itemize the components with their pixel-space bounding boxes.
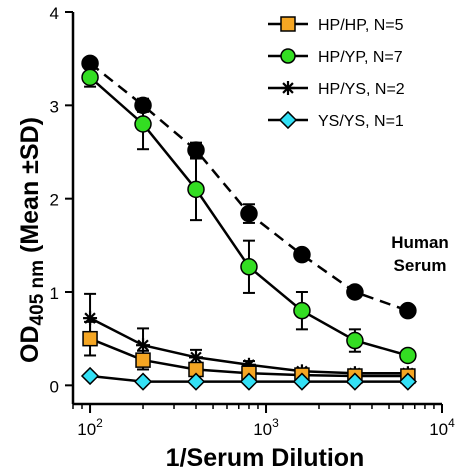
data-point bbox=[345, 372, 365, 391]
legend-label: HP/HP, N=5 bbox=[318, 17, 404, 34]
data-point bbox=[293, 245, 311, 264]
marker-shape bbox=[186, 372, 206, 391]
legend-entry: YS/YS, N=1 bbox=[268, 110, 404, 130]
marker-shape bbox=[280, 16, 296, 32]
data-point bbox=[240, 204, 258, 223]
data-point bbox=[186, 372, 206, 391]
data-point bbox=[81, 68, 99, 87]
y-tick-label: 2 bbox=[50, 191, 59, 210]
marker-shape bbox=[346, 283, 364, 301]
legend-label: HP/YS, N=2 bbox=[318, 81, 405, 98]
legend-marker bbox=[280, 48, 296, 64]
marker-shape bbox=[282, 82, 294, 94]
legend-entry: HP/YP, N=7 bbox=[268, 48, 403, 66]
marker-shape bbox=[293, 245, 311, 264]
legend-entry: HP/HP, N=5 bbox=[268, 16, 404, 34]
annotation-line: Serum bbox=[394, 256, 447, 275]
data-point bbox=[187, 180, 205, 199]
marker-shape bbox=[81, 68, 99, 87]
marker-shape bbox=[399, 301, 417, 320]
marker-shape bbox=[240, 204, 258, 223]
data-point bbox=[293, 301, 311, 320]
x-tick-label: 102 bbox=[77, 416, 103, 439]
marker-shape bbox=[399, 346, 417, 365]
annotation-line: Human bbox=[391, 233, 449, 252]
x-axis-title: 1/Serum Dilution bbox=[166, 444, 365, 472]
data-point bbox=[398, 372, 418, 391]
plot-area bbox=[80, 54, 418, 391]
marker-shape bbox=[187, 141, 205, 159]
data-point bbox=[136, 338, 151, 353]
data-point bbox=[135, 352, 151, 368]
marker-shape bbox=[187, 180, 205, 199]
data-point bbox=[134, 115, 152, 133]
x-tick-label: 104 bbox=[429, 416, 455, 439]
svg-text:OD405 nm (Mean ±SD): OD405 nm (Mean ±SD) bbox=[16, 117, 48, 363]
data-point bbox=[133, 372, 153, 391]
marker-shape bbox=[278, 110, 298, 130]
series bbox=[80, 366, 418, 391]
data-point bbox=[187, 141, 205, 159]
legend-label: HP/YP, N=7 bbox=[318, 49, 403, 66]
axes: 0 1 2 3 4 102 103 104 bbox=[50, 4, 456, 439]
marker-shape bbox=[190, 351, 202, 364]
y-tick-label: 0 bbox=[50, 377, 59, 396]
data-point bbox=[239, 372, 259, 391]
data-point bbox=[82, 330, 98, 347]
marker-shape bbox=[239, 372, 259, 391]
marker-shape bbox=[80, 366, 100, 386]
legend-marker bbox=[281, 81, 295, 95]
legend-label: YS/YS, N=1 bbox=[318, 113, 404, 130]
legend: HP/HP, N=5 HP/YP, N=7 HP/YS, N=2 YS/YS, N=1 bbox=[268, 16, 405, 130]
data-point bbox=[292, 372, 312, 391]
data-point bbox=[399, 301, 417, 320]
y-tick-label: 3 bbox=[50, 97, 59, 116]
marker-shape bbox=[346, 331, 364, 350]
y-tick-label: 4 bbox=[50, 4, 59, 23]
y-axis-title: OD405 nm (Mean ±SD) bbox=[16, 117, 48, 363]
legend-marker bbox=[278, 110, 298, 130]
marker-shape bbox=[133, 372, 153, 391]
annotation: Human Serum bbox=[391, 233, 449, 275]
x-tick-label: 103 bbox=[253, 416, 279, 439]
series bbox=[81, 67, 417, 365]
marker-shape bbox=[398, 372, 418, 391]
data-point bbox=[80, 366, 100, 386]
legend-entry: HP/YS, N=2 bbox=[268, 81, 405, 98]
marker-shape bbox=[293, 301, 311, 320]
legend-marker bbox=[280, 16, 296, 32]
data-point bbox=[399, 346, 417, 365]
data-point bbox=[346, 331, 364, 350]
marker-shape bbox=[134, 115, 152, 133]
marker-shape bbox=[240, 258, 258, 276]
marker-shape bbox=[280, 48, 296, 64]
marker-shape bbox=[292, 372, 312, 391]
marker-shape bbox=[345, 372, 365, 391]
marker-shape bbox=[82, 330, 98, 347]
data-point bbox=[346, 283, 364, 301]
marker-shape bbox=[137, 339, 149, 351]
data-point bbox=[240, 258, 258, 276]
marker-shape bbox=[135, 352, 151, 368]
y-tick-label: 1 bbox=[50, 284, 59, 303]
